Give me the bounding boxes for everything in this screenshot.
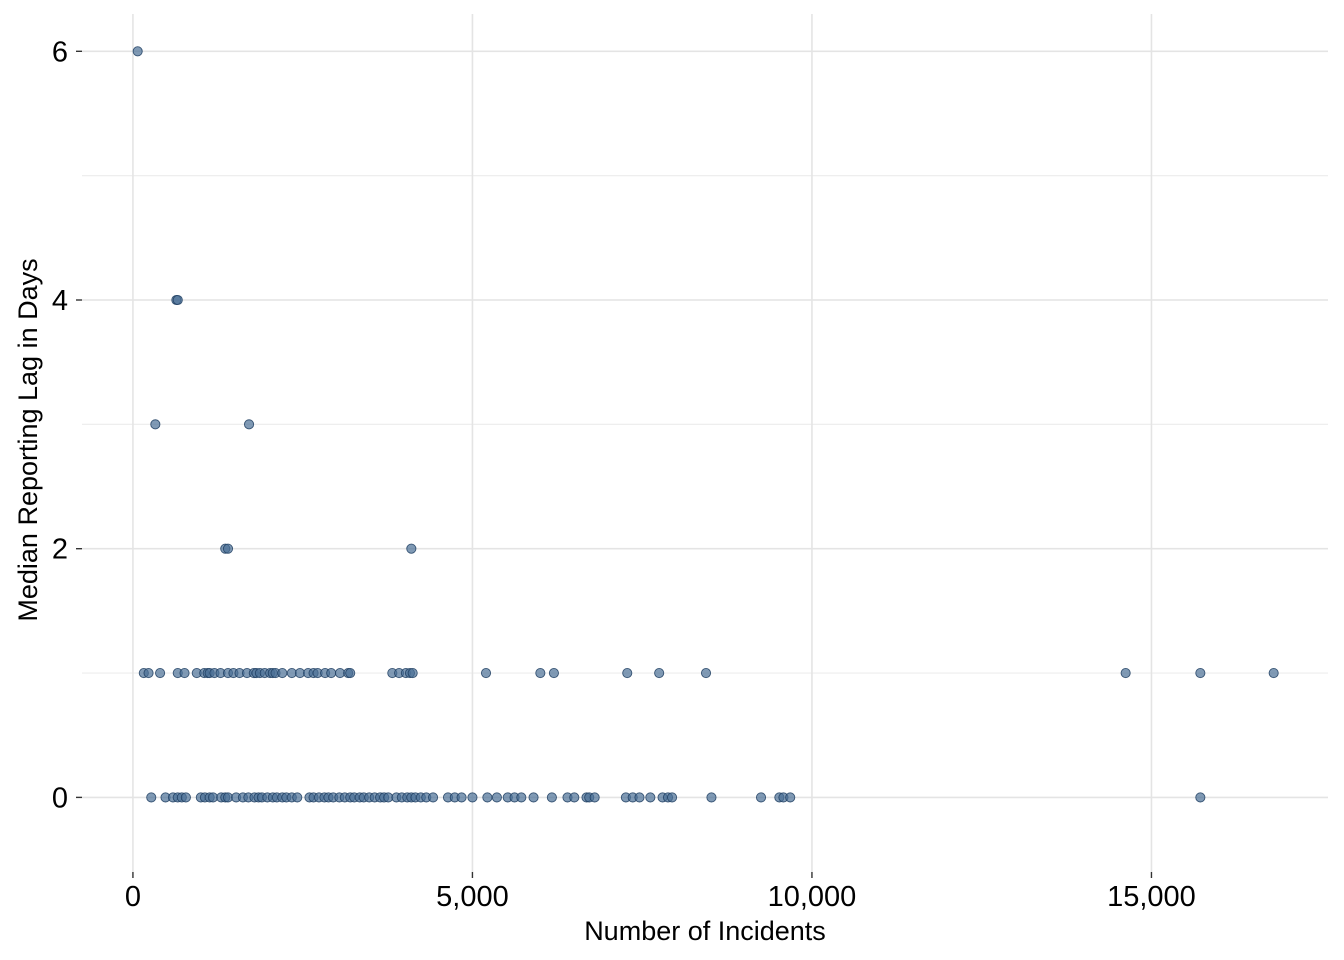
data-point xyxy=(535,667,546,679)
data-point xyxy=(700,667,712,679)
data-point xyxy=(428,792,439,803)
data-point xyxy=(222,543,234,554)
data-point xyxy=(654,667,665,679)
data-point xyxy=(548,667,559,679)
data-point xyxy=(755,792,767,803)
data-point xyxy=(406,543,417,554)
data-point xyxy=(569,792,580,803)
y-tick-label: 0 xyxy=(52,782,68,814)
data-point xyxy=(645,792,656,803)
data-point xyxy=(1195,792,1206,803)
data-point xyxy=(277,667,288,679)
data-point xyxy=(456,792,467,803)
gridlines xyxy=(82,14,1328,872)
data-point xyxy=(172,294,183,306)
data-point xyxy=(243,419,255,430)
data-point xyxy=(345,667,356,679)
y-tick-label: 2 xyxy=(52,534,68,566)
data-point xyxy=(706,792,717,803)
y-tick-label: 6 xyxy=(52,36,68,68)
data-point xyxy=(516,792,527,803)
data-point xyxy=(467,792,478,803)
data-point xyxy=(622,667,633,679)
data-point xyxy=(180,792,191,803)
data-point xyxy=(407,667,418,679)
data-point xyxy=(155,667,166,679)
data-point xyxy=(292,792,303,803)
data-point xyxy=(785,792,796,803)
y-tick-label: 4 xyxy=(52,285,68,317)
data-point xyxy=(482,792,493,803)
x-axis-title: Number of Incidents xyxy=(584,916,826,946)
data-point xyxy=(146,792,157,803)
data-point xyxy=(528,792,539,803)
data-point xyxy=(1195,667,1206,679)
data-point xyxy=(480,667,492,679)
data-point xyxy=(667,792,678,803)
data-points xyxy=(132,46,1279,803)
x-tick-label: 0 xyxy=(125,881,141,913)
data-point xyxy=(546,792,557,803)
y-axis-title: Median Reporting Lag in Days xyxy=(13,258,43,621)
data-point xyxy=(132,46,143,57)
data-point xyxy=(150,419,161,430)
tick-labels: 0 5,000 10,000 15,000 0 2 4 6 xyxy=(52,36,1196,913)
data-point xyxy=(326,667,337,679)
data-point xyxy=(179,667,190,679)
data-point xyxy=(1120,667,1131,679)
data-point xyxy=(143,667,154,679)
data-point xyxy=(491,792,502,803)
x-tick-label: 15,000 xyxy=(1107,881,1196,913)
data-point xyxy=(589,792,600,803)
data-point xyxy=(1268,667,1279,679)
x-tick-label: 5,000 xyxy=(436,881,509,913)
data-point xyxy=(634,792,645,803)
x-tick-label: 10,000 xyxy=(768,881,857,913)
